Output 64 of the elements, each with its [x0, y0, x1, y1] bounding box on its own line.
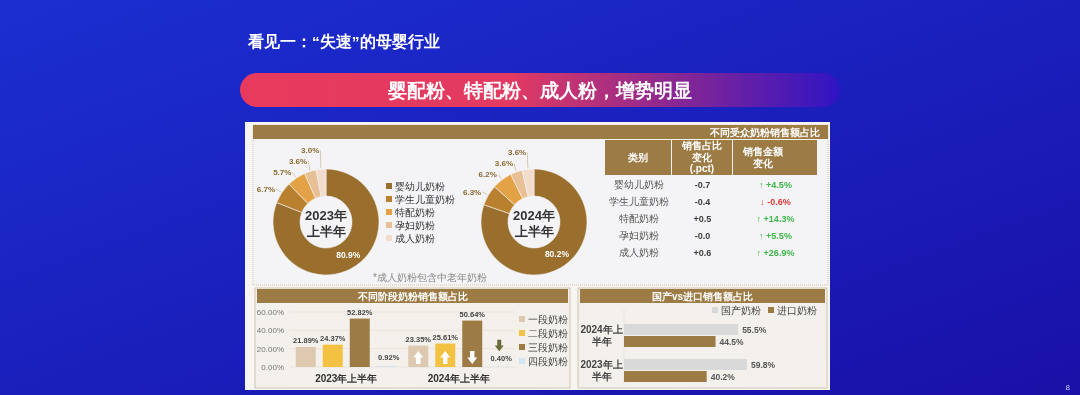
bar	[624, 336, 716, 347]
legend-label: 二段奶粉	[528, 328, 568, 339]
legend-label: 婴幼儿奶粉	[395, 181, 445, 192]
legend-label: 四段奶粉	[528, 356, 568, 367]
legend-label: 三段奶粉	[528, 342, 568, 353]
data-label: 3.0%	[301, 146, 320, 156]
data-label: 6.3%	[462, 187, 482, 197]
series-label: 销售占比变化(.pct)	[681, 140, 723, 175]
category-label: 学生儿童奶粉	[608, 196, 669, 207]
legend-label: 一段奶粉	[528, 314, 568, 325]
text: 2023年	[305, 208, 347, 223]
bar	[624, 371, 707, 382]
text: 不同受众奶粉销售额占比	[709, 127, 820, 138]
data-label: ↓ -0.6%	[760, 197, 791, 207]
legend-label: 成人奶粉	[395, 233, 435, 244]
bar	[295, 346, 316, 367]
legend-label: 孕妇奶粉	[395, 220, 435, 231]
y-tick-label: 60.00%	[256, 308, 284, 317]
bar	[462, 320, 483, 367]
text: 类别	[605, 140, 671, 175]
data-label: -0.4	[694, 197, 711, 207]
text: 销售金额变化	[742, 145, 784, 171]
text: 上半年	[513, 224, 554, 239]
category-label: 成人奶粉	[618, 247, 659, 258]
data-label: 44.5%	[719, 336, 745, 347]
data-label: ↑ +5.5%	[759, 231, 792, 241]
chart-title: 不同阶段奶粉销售额占比	[356, 291, 468, 302]
data-label: 80.9%	[336, 249, 361, 260]
data-label: +0.6	[693, 248, 712, 258]
y-tick-label: 20.00%	[256, 344, 284, 354]
data-label: -0.7	[694, 180, 711, 190]
text: 婴配粉、特配粉、成人粉，增势明显	[387, 80, 692, 101]
category-label: 婴幼儿奶粉	[613, 179, 664, 190]
legend-label: 特配奶粉	[395, 207, 435, 218]
data-label: 3.6%	[288, 156, 308, 166]
data-label: 6.7%	[256, 184, 276, 194]
data-label: 6.2%	[478, 170, 497, 180]
legend-label: 学生儿童奶粉	[395, 194, 455, 205]
data-label: 80.2%	[544, 249, 570, 260]
data-label: ↑ +26.9%	[756, 248, 795, 258]
legend-label: 国产奶粉	[721, 305, 761, 316]
text: 2024年	[513, 208, 555, 223]
y-tick-label: 40.00%	[256, 326, 284, 336]
bar	[349, 318, 370, 367]
bar	[322, 344, 343, 367]
category-label: 孕妇奶粉	[618, 230, 659, 241]
text: *成人奶粉包含中老年奶粉	[373, 272, 487, 283]
data-label: ↑ +14.3%	[756, 214, 795, 224]
data-label: ↑ +4.5%	[759, 180, 792, 190]
category-label: 特配奶粉	[618, 213, 659, 224]
chart-title: 国产vs进口销售额占比	[651, 291, 754, 302]
data-label: 3.6%	[507, 148, 527, 158]
legend-label: 进口奶粉	[777, 305, 817, 316]
text: 看见一：“失速”的母婴行业	[247, 33, 440, 50]
data-label: 5.7%	[273, 168, 292, 178]
data-label: +0.5	[693, 214, 712, 224]
text: 上半年	[305, 224, 346, 239]
data-label: 40.2%	[710, 371, 736, 382]
text: 8	[1065, 383, 1071, 392]
data-label: 3.6%	[494, 159, 514, 169]
data-label: 55.5%	[742, 324, 767, 335]
y-tick-label: 0.00%	[261, 363, 284, 372]
data-label: -0.0	[694, 231, 711, 241]
data-label: 59.8%	[751, 359, 776, 370]
